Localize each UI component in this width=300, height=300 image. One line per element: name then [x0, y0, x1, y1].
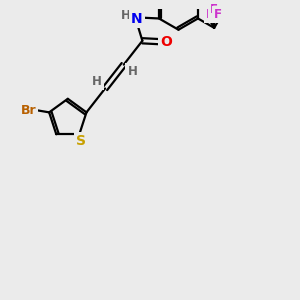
Text: F: F	[214, 8, 222, 21]
Text: F: F	[210, 3, 218, 16]
Text: S: S	[76, 134, 86, 148]
Text: N: N	[131, 12, 142, 26]
Text: Br: Br	[21, 103, 36, 116]
Text: H: H	[128, 65, 137, 78]
Text: O: O	[160, 35, 172, 49]
Text: H: H	[92, 75, 101, 88]
Text: H: H	[121, 8, 131, 22]
Text: F: F	[206, 8, 214, 21]
